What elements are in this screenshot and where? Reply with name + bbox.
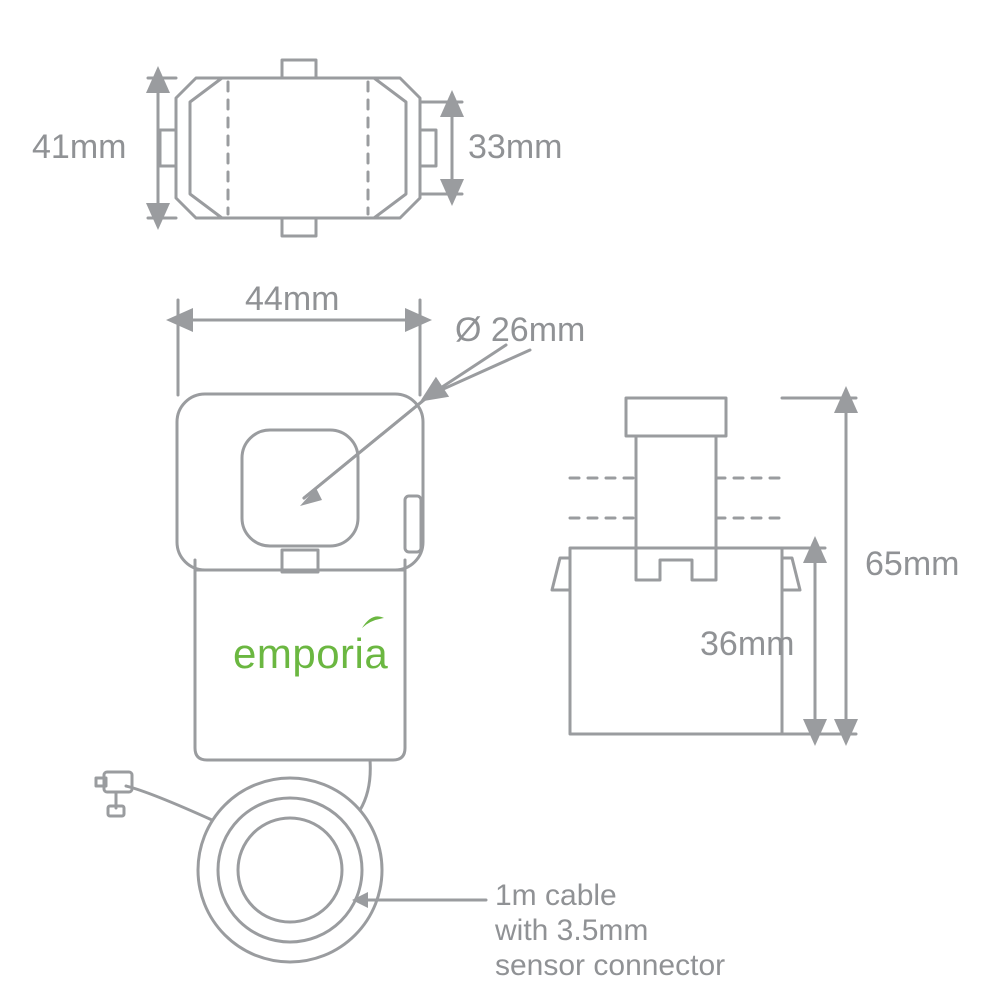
label-36mm: 36mm [700,625,794,663]
dim-36mm: 36mm [700,548,825,734]
front-view [177,394,423,760]
dim-41mm: 41mm [32,78,176,218]
note-line1: 1m cable [495,879,617,912]
label-26mm: Ø 26mm [455,311,585,349]
label-65mm: 65mm [865,545,959,583]
note-line3: sensor connector [495,949,725,982]
label-44mm: 44mm [245,280,339,318]
cable [96,760,382,962]
dim-65mm: 65mm [782,398,959,734]
dim-26mm: Ø 26mm [300,311,585,506]
leaf-icon [362,616,384,628]
cable-note: 1m cable with 3.5mm sensor connector [352,879,725,982]
brand-text: emporia [233,630,388,677]
diagram-canvas: 41mm 33mm 44mm Ø 26mm emporia 65mm [0,0,1000,1000]
dim-33mm: 33mm [420,102,562,194]
label-33mm: 33mm [468,128,562,166]
top-view [160,60,436,236]
note-line2: with 3.5mm [494,914,648,947]
dim-44mm: 44mm [178,280,420,395]
label-41mm: 41mm [32,128,126,166]
side-view [552,398,800,734]
